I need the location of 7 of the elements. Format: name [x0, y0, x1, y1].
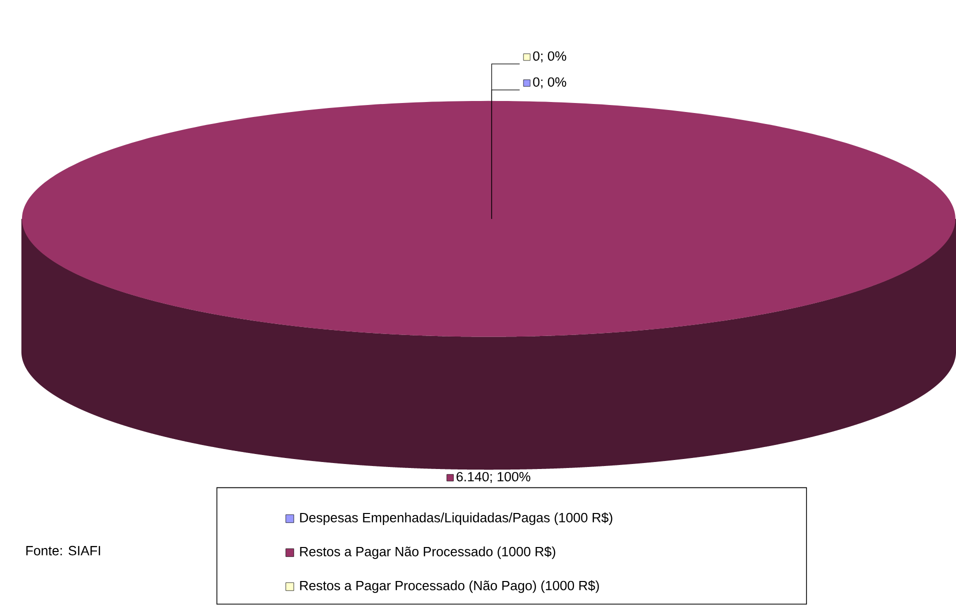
- legend-label: Despesas Empenhadas/Liquidadas/Pagas (1000 R$): [300, 512, 612, 526]
- text: 0; 0%: [533, 78, 566, 89]
- text: 0; 0%: [533, 52, 566, 63]
- data-label: 6.140; 100%: [456, 472, 530, 484]
- legend-label: Restos a Pagar Não Processado (1000 R$): [300, 546, 556, 560]
- legend-label: Restos a Pagar Processado (Não Pago) (1000 R$): [300, 580, 599, 594]
- source-note: Fonte: SIAFI: [26, 546, 100, 556]
